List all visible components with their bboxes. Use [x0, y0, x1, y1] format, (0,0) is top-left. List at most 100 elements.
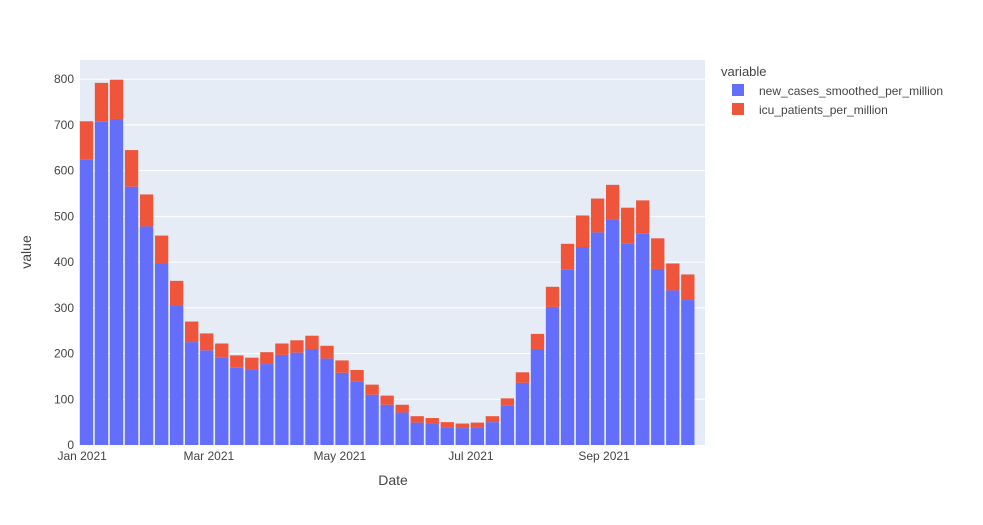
bar-icu-patients[interactable] — [79, 121, 94, 160]
bar-icu-patients[interactable] — [260, 352, 274, 365]
y-tick-label: 500 — [54, 209, 74, 223]
bar-icu-patients[interactable] — [440, 422, 454, 428]
legend-swatch-icu-patients — [732, 103, 744, 115]
bar-icu-patients[interactable] — [605, 184, 620, 220]
bar-new-cases[interactable] — [124, 186, 139, 445]
bar-new-cases[interactable] — [485, 422, 500, 445]
bar-icu-patients[interactable] — [515, 372, 530, 383]
bar-icu-patients[interactable] — [230, 355, 244, 368]
bar-new-cases[interactable] — [350, 381, 364, 445]
bar-new-cases[interactable] — [109, 118, 124, 445]
x-tick-label: May 2021 — [314, 449, 367, 463]
legend-item-new-cases[interactable]: new_cases_smoothed_per_million — [732, 84, 943, 98]
bar-icu-patients[interactable] — [335, 360, 349, 373]
bar-new-cases[interactable] — [500, 405, 515, 445]
y-gridlines — [80, 78, 705, 400]
bar-new-cases[interactable] — [545, 306, 560, 445]
bar-new-cases[interactable] — [275, 354, 289, 445]
y-tick-label: 700 — [54, 118, 74, 132]
x-tick-label: Sep 2021 — [578, 449, 630, 463]
bar-new-cases[interactable] — [395, 412, 409, 445]
bar-new-cases[interactable] — [621, 243, 635, 445]
bar-icu-patients[interactable] — [275, 343, 289, 355]
bar-new-cases[interactable] — [666, 290, 680, 445]
bar-icu-patients[interactable] — [485, 416, 500, 423]
bar-new-cases[interactable] — [636, 233, 650, 445]
y-tick-label: 200 — [54, 347, 74, 361]
bar-new-cases[interactable] — [79, 159, 94, 445]
bar-new-cases[interactable] — [605, 219, 620, 445]
bar-icu-patients[interactable] — [681, 274, 695, 301]
bar-new-cases[interactable] — [290, 352, 304, 445]
bar-icu-patients[interactable] — [651, 238, 665, 269]
bar-icu-patients[interactable] — [545, 286, 560, 307]
y-tick-label: 800 — [54, 72, 74, 86]
bar-new-cases[interactable] — [335, 372, 349, 445]
bar-icu-patients[interactable] — [470, 422, 484, 428]
bar-icu-patients[interactable] — [215, 343, 229, 358]
bar-new-cases[interactable] — [651, 268, 665, 445]
y-tick-label: 0 — [67, 438, 74, 452]
bar-icu-patients[interactable] — [590, 198, 605, 233]
bar-new-cases[interactable] — [215, 357, 229, 445]
bar-new-cases[interactable] — [681, 300, 695, 445]
bar-new-cases[interactable] — [515, 382, 530, 445]
bar-icu-patients[interactable] — [410, 416, 424, 423]
bar-new-cases[interactable] — [590, 232, 605, 445]
x-tick-label: Mar 2021 — [184, 449, 235, 463]
y-tick-label: 600 — [54, 164, 74, 178]
bar-new-cases[interactable] — [200, 350, 214, 445]
bar-new-cases[interactable] — [410, 422, 424, 445]
bar-icu-patients[interactable] — [94, 82, 109, 122]
bar-icu-patients[interactable] — [575, 215, 590, 248]
bar-new-cases[interactable] — [455, 428, 469, 445]
bar-icu-patients[interactable] — [124, 150, 139, 187]
bar-icu-patients[interactable] — [305, 335, 319, 349]
bar-new-cases[interactable] — [305, 348, 319, 445]
legend-title: variable — [721, 64, 767, 79]
bar-new-cases[interactable] — [260, 364, 274, 445]
bar-icu-patients[interactable] — [350, 370, 364, 382]
bar-new-cases[interactable] — [530, 348, 545, 445]
bar-new-cases[interactable] — [560, 269, 575, 445]
bar-icu-patients[interactable] — [290, 340, 304, 353]
bar-icu-patients[interactable] — [455, 423, 469, 429]
y-tick-labels: 0 100 200 300 400 500 600 700 800 — [54, 72, 74, 452]
bar-icu-patients[interactable] — [109, 79, 124, 119]
bar-icu-patients[interactable] — [500, 398, 515, 406]
bar-new-cases[interactable] — [169, 305, 184, 445]
bar-icu-patients[interactable] — [530, 333, 545, 349]
bar-new-cases[interactable] — [139, 226, 154, 445]
bar-new-cases[interactable] — [365, 394, 379, 445]
bar-new-cases[interactable] — [575, 247, 590, 445]
bar-new-cases[interactable] — [245, 369, 259, 445]
bar-new-cases[interactable] — [425, 423, 439, 445]
bar-icu-patients[interactable] — [365, 384, 379, 395]
bar-icu-patients[interactable] — [200, 333, 214, 351]
bar-icu-patients[interactable] — [380, 395, 394, 405]
bar-icu-patients[interactable] — [245, 357, 259, 370]
bar-new-cases[interactable] — [94, 121, 109, 445]
bar-new-cases[interactable] — [230, 367, 244, 445]
bar-icu-patients[interactable] — [425, 418, 439, 424]
bar-icu-patients[interactable] — [395, 404, 409, 413]
bar-icu-patients[interactable] — [560, 243, 575, 270]
bar-new-cases[interactable] — [185, 342, 199, 445]
bar-icu-patients[interactable] — [621, 207, 635, 244]
bar-new-cases[interactable] — [380, 404, 394, 445]
y-tick-label: 100 — [54, 392, 74, 406]
bar-new-cases[interactable] — [320, 358, 334, 445]
bar-icu-patients[interactable] — [169, 280, 184, 306]
bar-icu-patients[interactable] — [139, 194, 154, 227]
bar-icu-patients[interactable] — [154, 235, 169, 264]
bar-icu-patients[interactable] — [320, 345, 334, 359]
bar-new-cases[interactable] — [470, 427, 484, 445]
bar-icu-patients[interactable] — [666, 263, 680, 291]
bar-icu-patients[interactable] — [185, 321, 199, 343]
legend-item-icu-patients[interactable]: icu_patients_per_million — [732, 103, 888, 117]
bar-new-cases[interactable] — [154, 263, 169, 445]
bars[interactable] — [79, 79, 695, 445]
bar-new-cases[interactable] — [440, 427, 454, 445]
bar-icu-patients[interactable] — [636, 200, 650, 234]
